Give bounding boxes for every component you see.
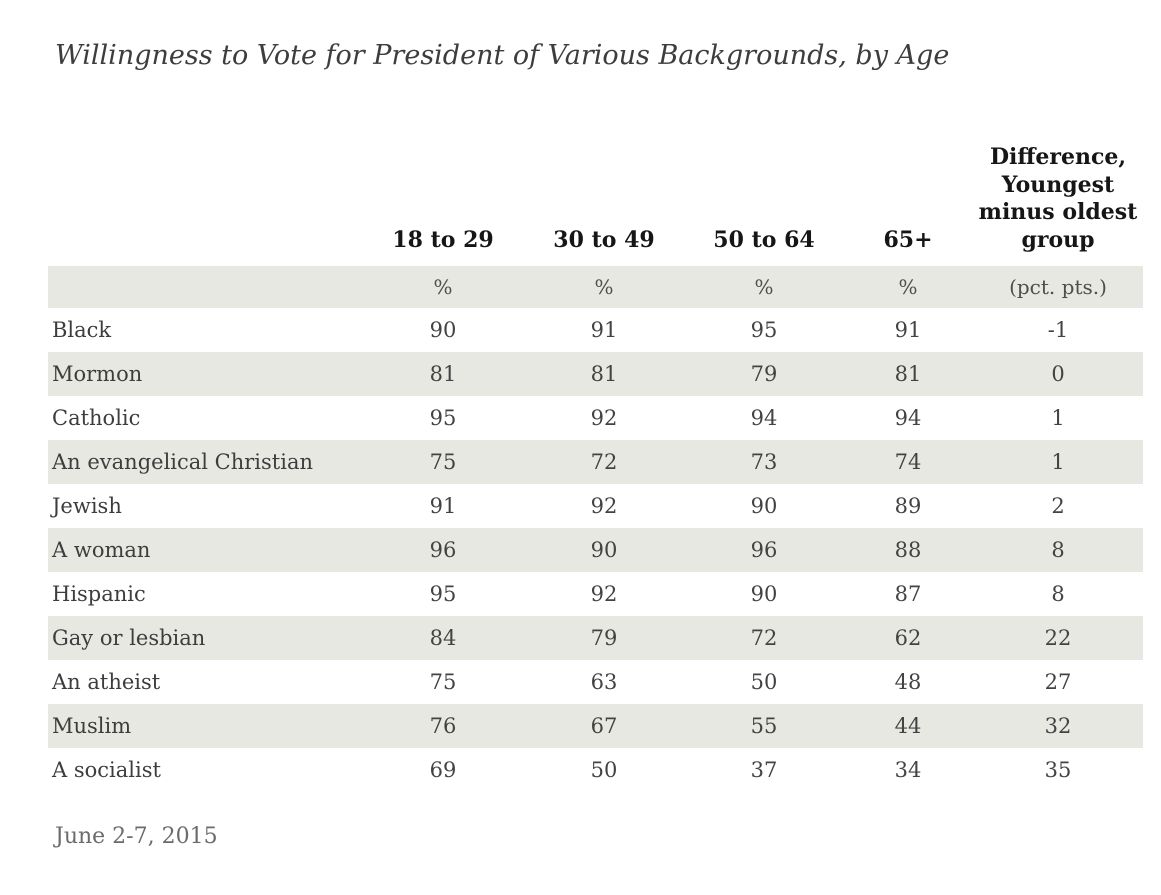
difference-cell: 22 — [1044, 626, 1072, 651]
unit-cell-percent: % — [754, 275, 774, 300]
value-cell: 87 — [894, 582, 922, 607]
table-row-jewish: Jewish 91 92 90 89 2 — [48, 484, 1143, 528]
table-row-black: Black 90 91 95 91 -1 — [48, 308, 1143, 352]
unit-cell-percent: % — [594, 275, 614, 300]
value-cell: 81 — [590, 362, 618, 387]
difference-cell: 1 — [1051, 450, 1065, 475]
table-row-gay-or-lesbian: Gay or lesbian 84 79 72 62 22 — [48, 616, 1143, 661]
corner-cell — [48, 91, 363, 266]
column-header-18-to-29: 18 to 29 — [392, 226, 494, 253]
value-cell: 75 — [429, 450, 457, 475]
table-row-woman: A woman 96 90 96 88 8 — [48, 528, 1143, 573]
table-row-socialist: A socialist 69 50 37 34 35 — [48, 748, 1143, 792]
value-cell: 92 — [590, 406, 618, 431]
row-label: Mormon — [52, 362, 143, 387]
data-table: 18 to 29 30 to 49 50 to 64 65+ Differenc… — [48, 91, 1143, 792]
value-cell: 90 — [429, 318, 457, 343]
value-cell: 91 — [590, 318, 618, 343]
value-cell: 95 — [429, 582, 457, 607]
value-cell: 48 — [894, 670, 922, 695]
value-cell: 95 — [429, 406, 457, 431]
difference-cell: -1 — [1047, 318, 1069, 343]
column-header-30-to-49: 30 to 49 — [553, 226, 655, 253]
difference-cell: 8 — [1051, 538, 1065, 563]
row-label: Muslim — [52, 714, 132, 739]
value-cell: 50 — [750, 670, 778, 695]
value-cell: 92 — [590, 494, 618, 519]
unit-cell-percent: % — [433, 275, 453, 300]
value-cell: 69 — [429, 758, 457, 783]
unit-row: % % % % (pct. pts.) — [48, 266, 1143, 309]
value-cell: 34 — [894, 758, 922, 783]
value-cell: 89 — [894, 494, 922, 519]
row-label: Hispanic — [52, 582, 146, 607]
column-header-row: 18 to 29 30 to 49 50 to 64 65+ Differenc… — [48, 91, 1143, 266]
value-cell: 94 — [750, 406, 778, 431]
value-cell: 84 — [429, 626, 457, 651]
table-row-atheist: An atheist 75 63 50 48 27 — [48, 660, 1143, 704]
value-cell: 37 — [750, 758, 778, 783]
value-cell: 73 — [750, 450, 778, 475]
difference-cell: 0 — [1051, 362, 1065, 387]
row-label: A socialist — [52, 758, 161, 783]
unit-cell-empty — [48, 266, 363, 308]
value-cell: 79 — [750, 362, 778, 387]
table-row-muslim: Muslim 76 67 55 44 32 — [48, 704, 1143, 749]
value-cell: 96 — [750, 538, 778, 563]
value-cell: 90 — [750, 494, 778, 519]
value-cell: 50 — [590, 758, 618, 783]
row-label: Gay or lesbian — [52, 626, 206, 651]
value-cell: 44 — [894, 714, 922, 739]
value-cell: 63 — [590, 670, 618, 695]
value-cell: 55 — [750, 714, 778, 739]
column-header-50-to-64: 50 to 64 — [713, 226, 815, 253]
value-cell: 95 — [750, 318, 778, 343]
unit-cell-pct-pts: (pct. pts.) — [1009, 275, 1107, 300]
value-cell: 79 — [590, 626, 618, 651]
value-cell: 76 — [429, 714, 457, 739]
difference-cell: 32 — [1044, 714, 1072, 739]
difference-cell: 1 — [1051, 406, 1065, 431]
value-cell: 72 — [750, 626, 778, 651]
difference-cell: 8 — [1051, 582, 1065, 607]
value-cell: 88 — [894, 538, 922, 563]
value-cell: 92 — [590, 582, 618, 607]
column-header-difference: Difference, Youngest minus oldest group — [978, 144, 1138, 253]
row-label: A woman — [52, 538, 151, 563]
value-cell: 90 — [590, 538, 618, 563]
value-cell: 91 — [429, 494, 457, 519]
value-cell: 67 — [590, 714, 618, 739]
value-cell: 91 — [894, 318, 922, 343]
row-label: Black — [52, 318, 112, 343]
value-cell: 81 — [429, 362, 457, 387]
value-cell: 75 — [429, 670, 457, 695]
value-cell: 94 — [894, 406, 922, 431]
table-row-hispanic: Hispanic 95 92 90 87 8 — [48, 572, 1143, 616]
table-row-catholic: Catholic 95 92 94 94 1 — [48, 396, 1143, 440]
difference-cell: 35 — [1044, 758, 1072, 783]
value-cell: 72 — [590, 450, 618, 475]
column-header-65-plus: 65+ — [883, 226, 933, 253]
value-cell: 74 — [894, 450, 922, 475]
table-row-evangelical: An evangelical Christian 75 72 73 74 1 — [48, 440, 1143, 485]
chart-title: Willingness to Vote for President of Var… — [55, 40, 950, 71]
row-label: An atheist — [52, 670, 161, 695]
value-cell: 62 — [894, 626, 922, 651]
table-row-mormon: Mormon 81 81 79 81 0 — [48, 352, 1143, 397]
value-cell: 96 — [429, 538, 457, 563]
unit-cell-percent: % — [898, 275, 918, 300]
survey-date: June 2-7, 2015 — [55, 824, 218, 850]
difference-cell: 27 — [1044, 670, 1072, 695]
difference-cell: 2 — [1051, 494, 1065, 519]
row-label: Catholic — [52, 406, 141, 431]
value-cell: 81 — [894, 362, 922, 387]
row-label: Jewish — [52, 494, 122, 519]
row-label: An evangelical Christian — [52, 450, 314, 475]
value-cell: 90 — [750, 582, 778, 607]
